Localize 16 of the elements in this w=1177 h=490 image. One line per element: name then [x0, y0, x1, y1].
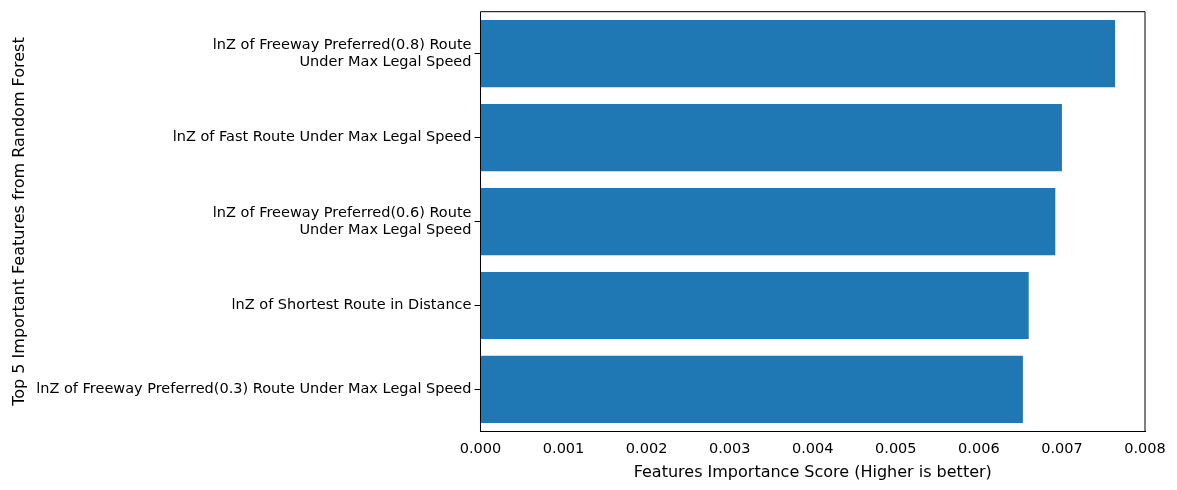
y-tick-label: lnZ of Shortest Route in Distance [231, 296, 472, 313]
x-tick-label: 0.003 [708, 439, 751, 456]
x-tick-label: 0.004 [791, 439, 834, 456]
x-axis-title: Features Importance Score (Higher is better) [633, 461, 992, 481]
y-tick-label: lnZ of Freeway Preferred(0.8) Route Under Max Legal Speed [212, 35, 472, 70]
x-tick-label: 0.000 [459, 439, 502, 456]
y-tick-label: lnZ of Fast Route Under Max Legal Speed [172, 128, 472, 145]
y-tick-label: lnZ of Freeway Preferred(0.3) Route Under Max Legal Speed [36, 380, 472, 397]
x-tick-label: 0.008 [1124, 439, 1166, 456]
x-tick-label: 0.007 [1041, 439, 1083, 456]
x-tick-label: 0.006 [958, 439, 1000, 456]
x-tick-label: 0.001 [542, 439, 585, 456]
y-axis-title: Top 5 Important Features from Random Forest [8, 37, 28, 407]
y-tick-label: lnZ of Freeway Preferred(0.6) Route Under Max Legal Speed [212, 203, 472, 238]
x-tick-label: 0.002 [625, 439, 668, 456]
x-tick-label: 0.005 [875, 439, 917, 456]
